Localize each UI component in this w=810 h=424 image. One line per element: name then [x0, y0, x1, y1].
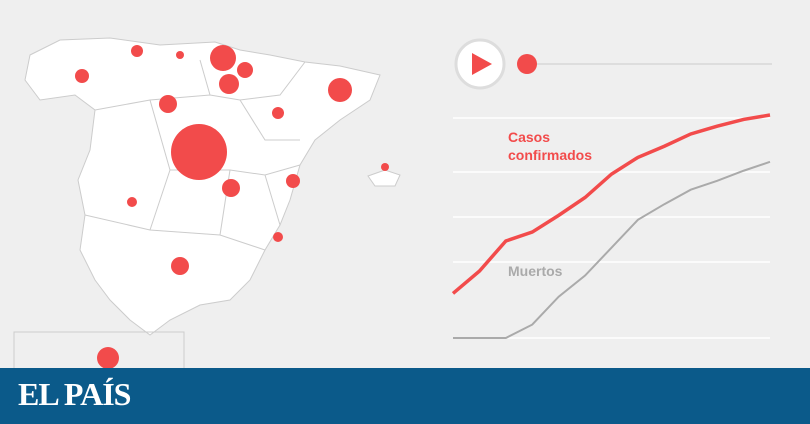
- region-lines: [84, 59, 306, 251]
- slider-handle[interactable]: [517, 54, 537, 74]
- bubble: [328, 78, 352, 102]
- bubble: [286, 174, 300, 188]
- spain-shape: [24, 37, 381, 336]
- bubble: [127, 197, 137, 207]
- bubble: [219, 74, 239, 94]
- brand-bar: EL PAÍS: [0, 368, 810, 424]
- bubble: [222, 179, 240, 197]
- baleares: [367, 169, 401, 187]
- bubble: [171, 124, 227, 180]
- bubble: [75, 69, 89, 83]
- series-line: [453, 160, 771, 339]
- brand-logo: EL PAÍS: [18, 376, 131, 412]
- bubble: [159, 95, 177, 113]
- bubble: [176, 51, 184, 59]
- bubble: [273, 232, 283, 242]
- play-icon[interactable]: [472, 53, 492, 75]
- bubble: [381, 163, 389, 171]
- bubble: [97, 347, 119, 368]
- series-label: Muertos: [508, 263, 563, 279]
- map: [13, 37, 401, 368]
- bubble: [237, 62, 253, 78]
- canarias-box: [13, 331, 185, 368]
- bubble: [272, 107, 284, 119]
- bubble: [210, 45, 236, 71]
- series-line: [451, 113, 771, 295]
- bubble: [171, 257, 189, 275]
- bubble: [131, 45, 143, 57]
- graphic: [13, 37, 772, 368]
- series-label: Casos confirmados: [508, 129, 593, 163]
